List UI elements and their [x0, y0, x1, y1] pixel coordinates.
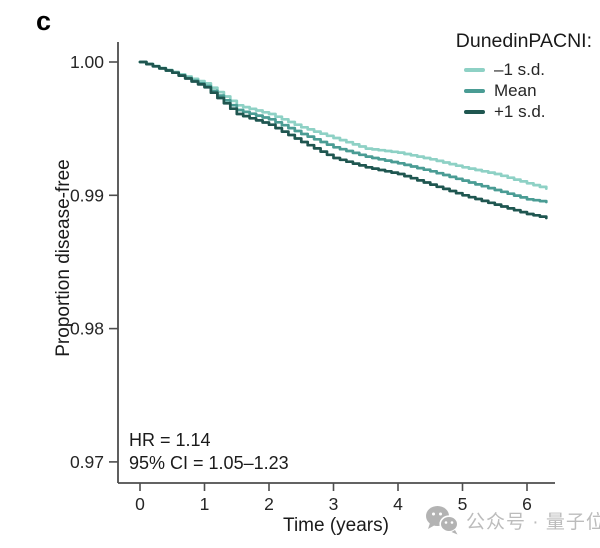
legend-title: DunedinPACNI: — [455, 30, 592, 52]
x-tick-label: 6 — [522, 494, 532, 514]
y-tick-label: 0.99 — [70, 185, 104, 205]
legend-item-label: +1 s.d. — [494, 101, 546, 121]
hr-value: HR = 1.14 — [129, 430, 211, 450]
hazard-ratio-annotation: HR = 1.14 95% CI = 1.05–1.23 — [129, 429, 289, 475]
legend-item-mean: Mean — [418, 80, 592, 101]
y-tick-label: 1.00 — [70, 52, 104, 72]
panel-label: c — [36, 6, 52, 36]
legend: DunedinPACNI: –1 s.d. Mean +1 s.d. — [418, 30, 592, 122]
x-tick-label: 3 — [329, 494, 339, 514]
line-swatch-plus-1sd — [464, 109, 485, 114]
x-tick-label: 4 — [393, 494, 403, 514]
y-tick-label: 0.97 — [70, 452, 104, 472]
series-line — [138, 60, 548, 190]
y-tick-label: 0.98 — [70, 319, 104, 339]
line-swatch-minus-1sd — [464, 67, 485, 72]
legend-item-minus-1sd: –1 s.d. — [418, 59, 592, 80]
watermark-text: 公众号 · 量子位 — [466, 511, 600, 533]
y-axis-title: Proportion disease-free — [53, 159, 74, 357]
x-tick-label: 1 — [200, 494, 210, 514]
x-axis-title: Time (years) — [283, 515, 389, 536]
x-tick-label: 2 — [264, 494, 274, 514]
wechat-icon — [426, 506, 459, 535]
legend-item-plus-1sd: +1 s.d. — [418, 101, 592, 122]
line-swatch-mean — [464, 88, 485, 93]
legend-item-label: Mean — [494, 80, 537, 100]
series-line — [138, 60, 548, 220]
x-tick-label: 0 — [135, 494, 145, 514]
watermark: 公众号 · 量子位 — [424, 503, 600, 537]
legend-item-label: –1 s.d. — [494, 59, 546, 79]
ci-value: 95% CI = 1.05–1.23 — [129, 453, 289, 473]
x-tick-label: 5 — [458, 494, 468, 514]
